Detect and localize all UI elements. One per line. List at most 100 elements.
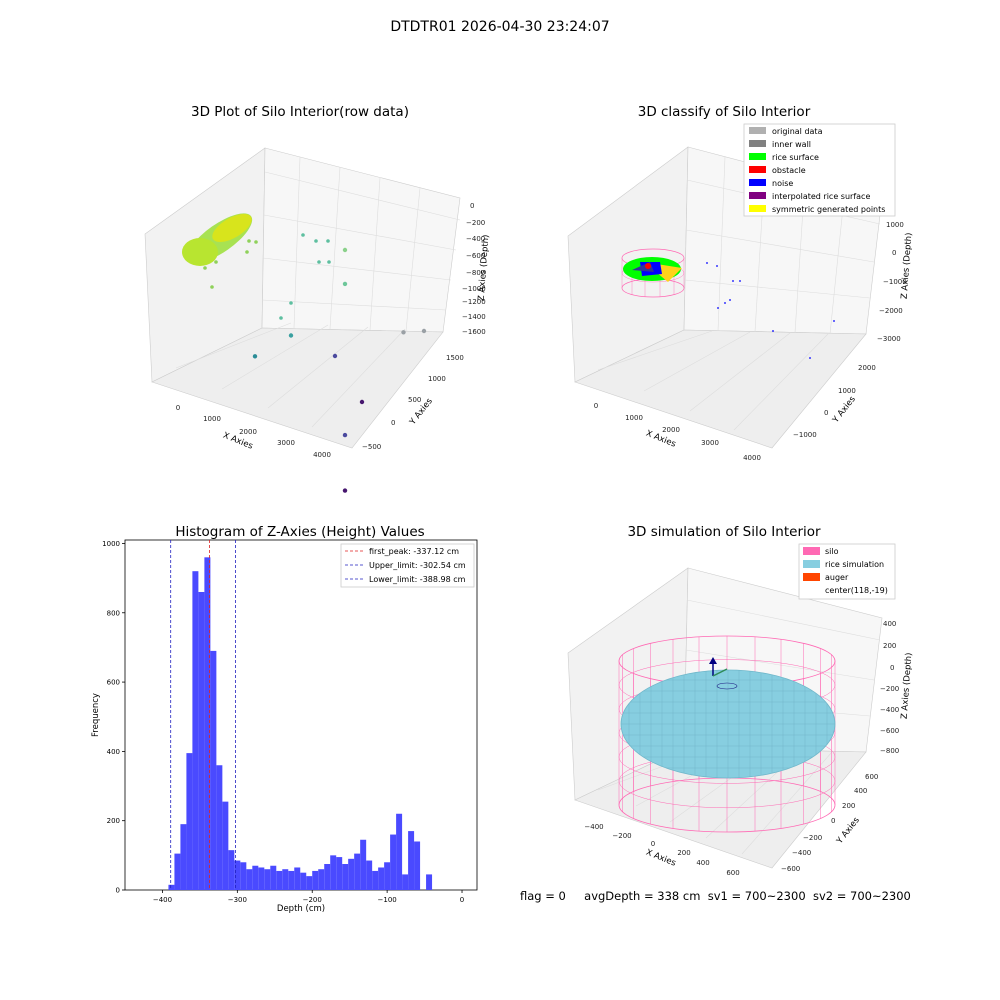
classify-legend-frame <box>743 123 896 217</box>
simulation-z-tick: −800 <box>880 747 899 755</box>
histogram-bar <box>246 869 253 890</box>
simulation-z-label: Z Axies (Depth) <box>900 652 915 719</box>
classify-noise-points <box>706 262 835 359</box>
raw-y-tick: −500 <box>362 443 381 451</box>
simulation-legend-frame <box>798 543 896 600</box>
simulation-x-tick: 400 <box>696 859 709 867</box>
simulation-z-tick: 200 <box>883 642 896 650</box>
simulation-z-ticks: 400 200 0 −200 −400 −600 −800 <box>880 620 899 755</box>
histogram-bar <box>324 864 331 890</box>
simulation-y-tick: −400 <box>792 849 811 857</box>
classify-y-label: Y Axies <box>830 394 858 426</box>
raw-point <box>342 432 348 438</box>
raw-z-tick: −400 <box>466 235 485 243</box>
legend-label: center(118,-19) <box>825 586 888 595</box>
noise-point <box>833 320 835 322</box>
histogram-plot: Histogram of Z-Axies (Height) Values −40… <box>91 524 478 914</box>
raw-point <box>342 281 348 287</box>
classify-x-tick: 2000 <box>662 426 680 434</box>
avg-depth-text: avgDepth = 338 cm <box>584 889 701 903</box>
classify-y-tick: 1000 <box>838 387 856 395</box>
raw-point <box>401 330 406 335</box>
histogram-bar <box>312 870 319 890</box>
simulation-z-tick: 0 <box>890 664 894 672</box>
raw-point-cloud <box>182 213 253 266</box>
legend-label: obstacle <box>772 166 806 175</box>
histogram-x-tick: −300 <box>228 896 247 904</box>
raw-point <box>254 240 258 244</box>
legend-label: rice simulation <box>825 560 884 569</box>
simulation-3d-plot: 3D simulation of Silo Interior <box>567 524 915 877</box>
raw-point <box>314 239 318 243</box>
histogram-bar <box>378 867 385 890</box>
histogram-bar <box>372 870 379 890</box>
raw-point <box>252 354 258 359</box>
classify-rice-surface <box>623 257 682 282</box>
raw-z-tick: −1200 <box>462 298 486 306</box>
raw-y-tick: 0 <box>391 419 395 427</box>
raw-pane-floor <box>151 327 444 449</box>
simulation-z-tick: −600 <box>880 727 899 735</box>
histogram-bar <box>258 867 265 890</box>
histogram-bar <box>288 870 295 890</box>
legend-swatch <box>749 192 766 199</box>
classify-y-tick: −1000 <box>793 431 817 439</box>
classify-plot-title: 3D classify of Silo Interior <box>638 104 811 120</box>
classify-x-tick: 3000 <box>701 439 719 447</box>
simulation-z-tick: −200 <box>880 685 899 693</box>
legend-swatch <box>749 140 766 147</box>
histogram-limit-lines <box>170 540 236 890</box>
legend-swatch <box>803 573 820 581</box>
histogram-bar <box>396 813 403 890</box>
raw-point <box>245 250 249 254</box>
classify-x-ticks: 0 1000 2000 3000 4000 <box>594 402 761 462</box>
simulation-y-tick: −600 <box>781 865 800 873</box>
simulation-y-ticks: −600 −400 −200 0 200 400 600 <box>781 773 878 873</box>
simulation-x-tick: 200 <box>677 849 690 857</box>
legend-label: rice surface <box>772 153 819 162</box>
legend-swatch <box>749 127 766 134</box>
classify-z-ticks: 1000 0 −1000 −2000 −3000 <box>877 221 907 343</box>
histogram-frame <box>124 539 478 891</box>
simulation-x-tick: 600 <box>726 869 739 877</box>
classify-pane-floor <box>574 329 867 449</box>
simulation-rice-surface <box>620 669 836 779</box>
classify-legend: original data inner wall rice surface obsta… <box>743 123 896 217</box>
raw-point <box>288 333 294 338</box>
noise-point <box>732 280 734 282</box>
legend-swatch <box>749 166 766 173</box>
histogram-bar <box>360 839 367 890</box>
histogram-x-tick: −100 <box>378 896 397 904</box>
raw-point <box>203 266 207 270</box>
raw-x-ticks: 0 1000 2000 3000 4000 <box>176 404 331 459</box>
histogram-bar <box>282 869 289 890</box>
histogram-bar <box>390 834 397 890</box>
histogram-bar <box>270 865 277 890</box>
classify-z-tick: −3000 <box>877 335 901 343</box>
raw-x-tick: 4000 <box>313 451 331 459</box>
histogram-title: Histogram of Z-Axies (Height) Values <box>175 524 424 540</box>
histogram-bar <box>168 884 175 890</box>
histogram-x-tick: −200 <box>303 896 322 904</box>
sv1-text: sv1 = 700~2300 <box>707 889 806 903</box>
legend-label: interpolated rice surface <box>772 192 870 201</box>
histogram-bar <box>366 860 373 890</box>
raw-point <box>247 239 251 243</box>
classify-z-tick: 0 <box>892 249 896 257</box>
histogram-bar <box>180 824 187 890</box>
histogram-bar <box>234 860 241 890</box>
simulation-x-tick: −400 <box>584 823 603 831</box>
raw-point <box>279 316 283 320</box>
simulation-auger <box>709 657 738 690</box>
raw-point <box>342 488 348 493</box>
classify-y-tick: 0 <box>824 409 828 417</box>
simulation-z-tick: −400 <box>880 706 899 714</box>
raw-z-label: Z Axies (Depth) <box>477 234 492 301</box>
legend-label: symmetric generated points <box>772 205 885 214</box>
histogram-bar <box>216 765 223 890</box>
raw-y-tick: 1000 <box>428 375 446 383</box>
simulation-y-tick: 0 <box>831 817 835 825</box>
simulation-y-tick: 200 <box>842 802 855 810</box>
classify-x-tick: 4000 <box>743 454 761 462</box>
histogram-y-label: Frequency <box>91 693 101 737</box>
